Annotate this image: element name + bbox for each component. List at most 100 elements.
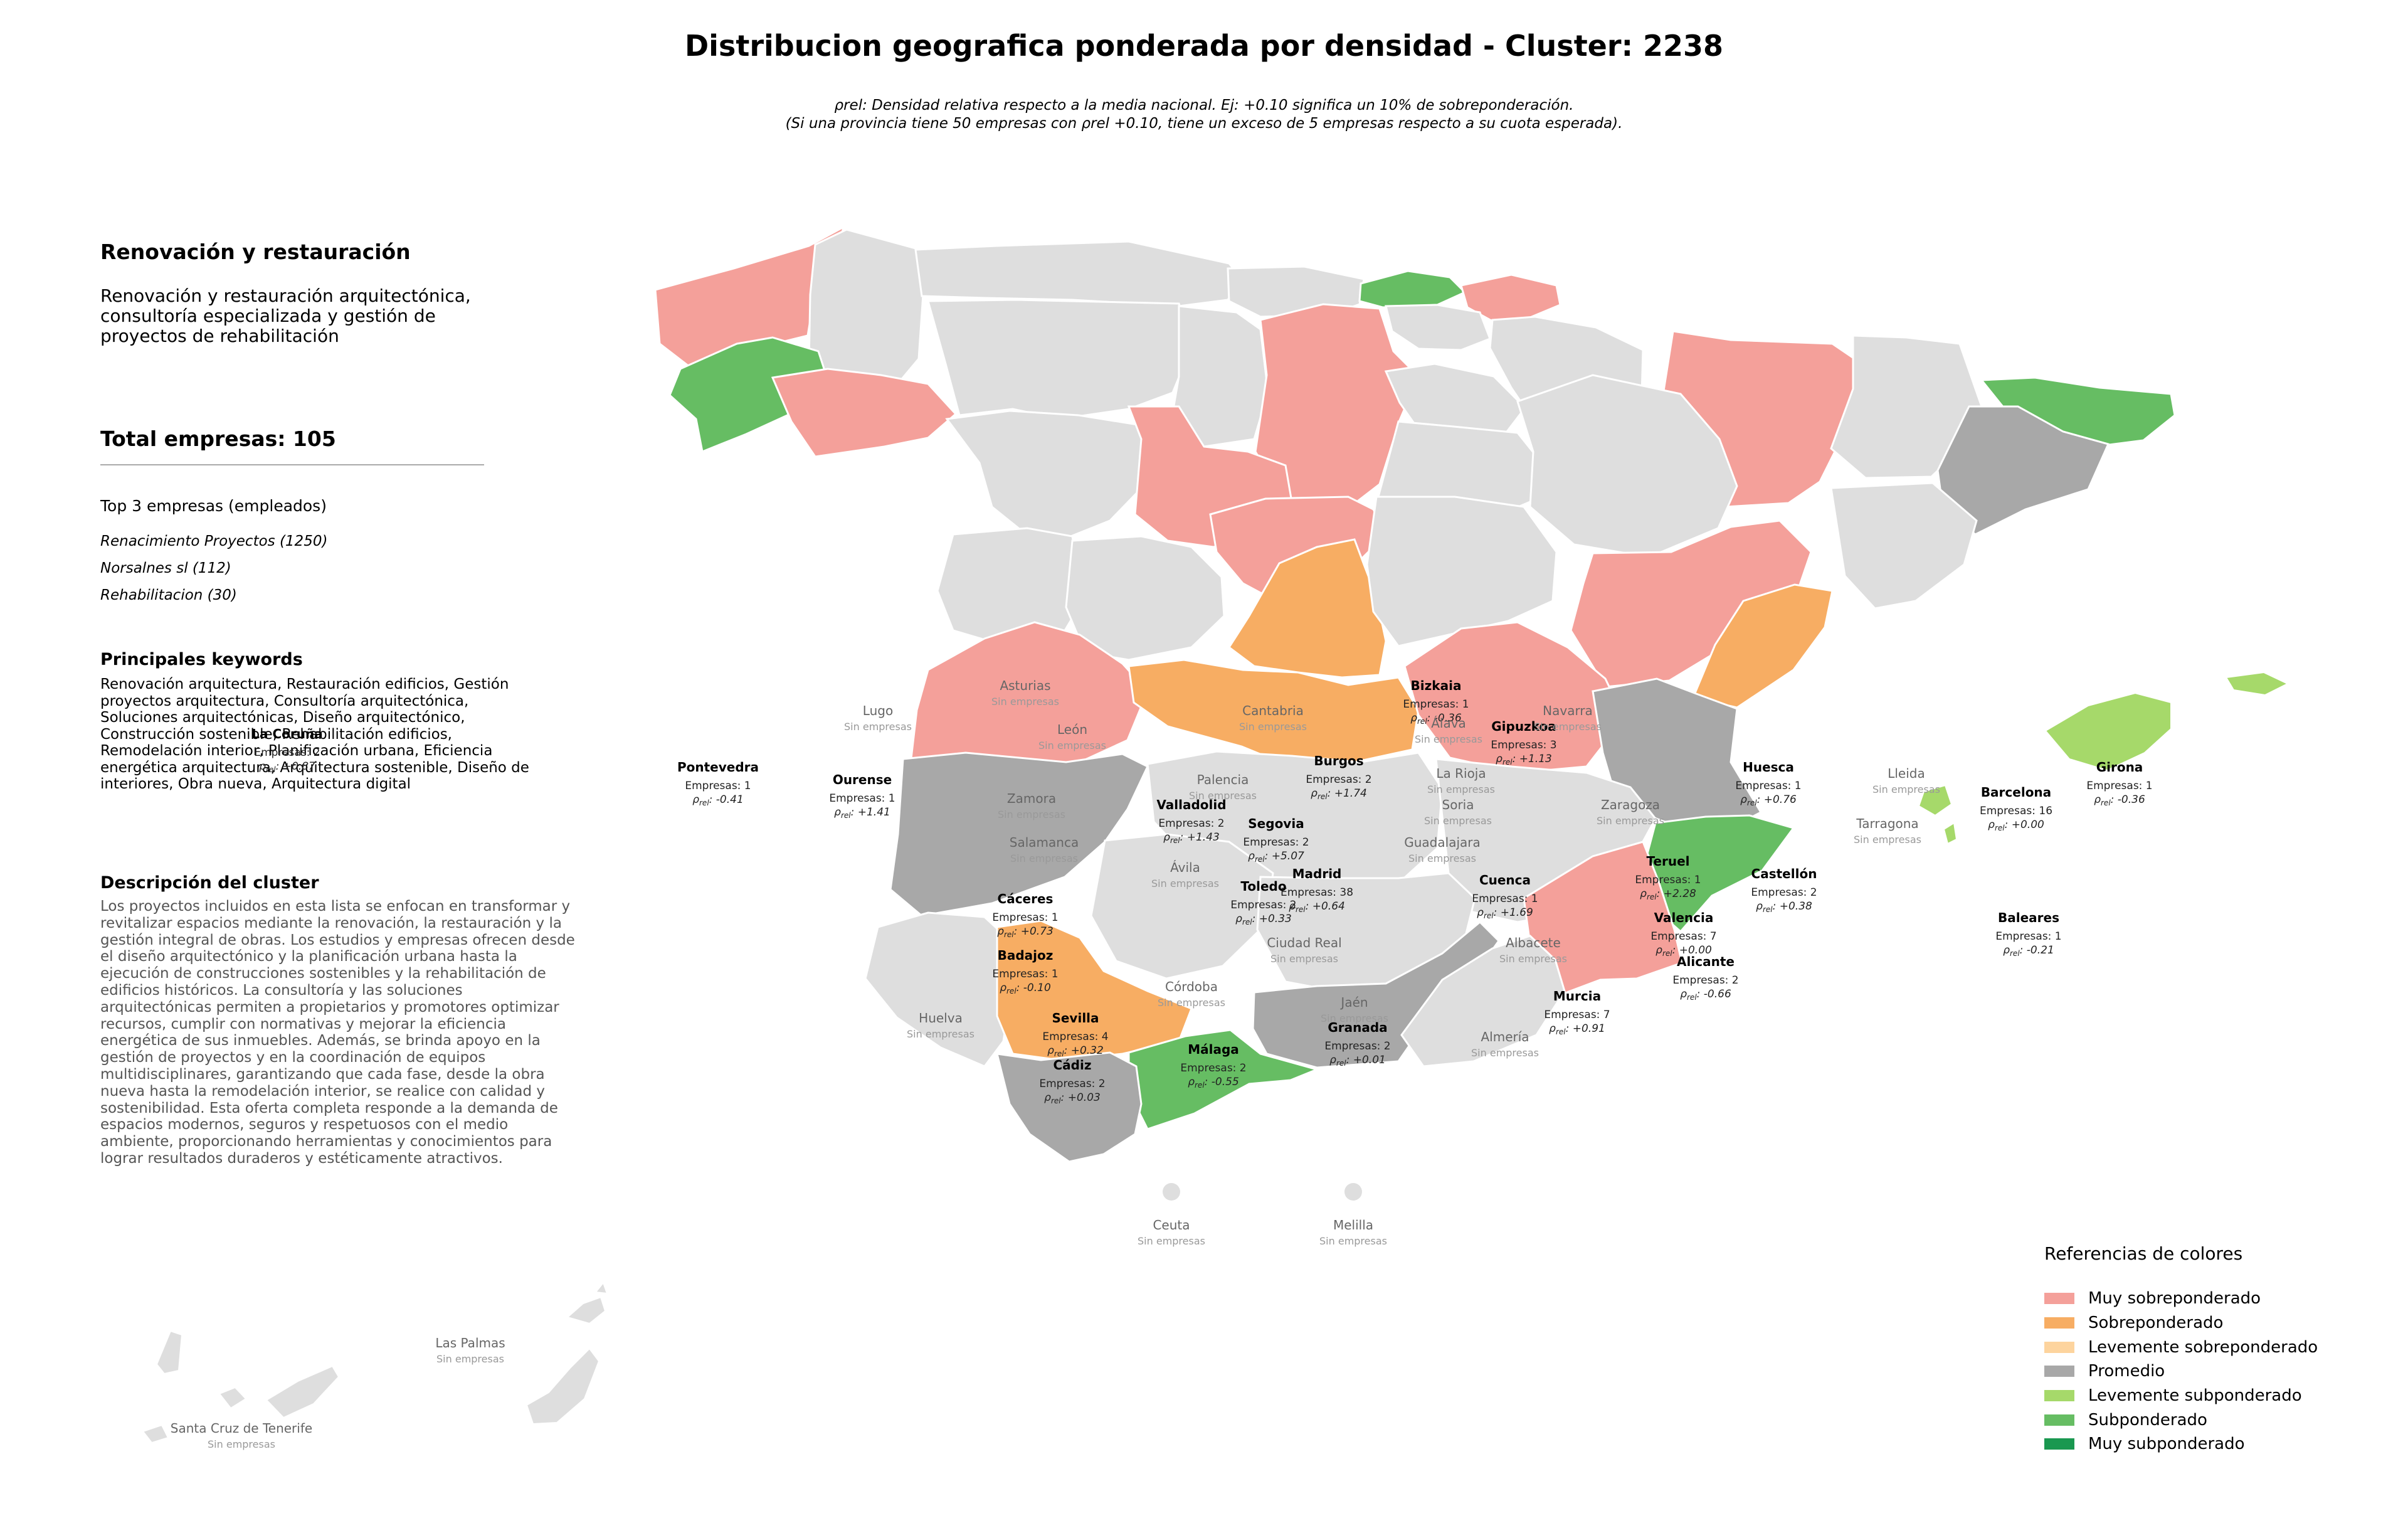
province-label-valladolid: Valladolid — [1156, 797, 1226, 812]
color-legend: Referencias de colores Muy sobreponderad… — [2044, 1243, 2318, 1456]
legend-label: Muy sobreponderado — [2088, 1289, 2261, 1308]
province-label-cordoba: Córdoba — [1165, 979, 1218, 994]
province-label-baleares: Baleares — [1998, 910, 2059, 925]
province-rho-murcia: ρrel: +0.91 — [1549, 1022, 1605, 1036]
province-rho-segovia: ρrel: +5.07 — [1248, 850, 1304, 864]
province-baleares[interactable] — [1943, 822, 1958, 845]
province-santa-cruz-de-tenerife[interactable] — [142, 1424, 169, 1444]
province-empresas-la-coruna: Empresas: 2 — [254, 746, 320, 759]
province-empresas-ourense: Empresas: 1 — [829, 792, 895, 805]
province-label-zaragoza: Zaragoza — [1601, 797, 1660, 812]
province-ceuta[interactable] — [1163, 1183, 1180, 1201]
province-label-toledo: Toledo — [1240, 879, 1286, 894]
province-label-lleida: Lleida — [1888, 766, 1925, 781]
province-las-palmas[interactable] — [525, 1347, 600, 1425]
cluster-short-description: Renovación y restauración arquitectónica… — [100, 285, 471, 346]
province-baleares[interactable] — [2044, 692, 2172, 772]
province-santa-cruz-de-tenerife[interactable] — [265, 1365, 340, 1419]
province-empresas-barcelona: Empresas: 16 — [1980, 805, 2052, 817]
province-label-cadiz: Cádiz — [1054, 1058, 1092, 1073]
province-label-granada: Granada — [1328, 1020, 1387, 1035]
map-subtitle: ρrel: Densidad relativa respecto a la me… — [0, 97, 2408, 133]
province-bizkaia[interactable] — [1358, 270, 1467, 309]
description-text: Los proyectos incluidos en esta lista se… — [100, 898, 575, 1167]
province-ourense[interactable] — [771, 368, 958, 458]
province-almeria[interactable] — [1400, 935, 1566, 1068]
legend-swatch — [2044, 1390, 2074, 1402]
province-empresas-alicante: Empresas: 2 — [1672, 974, 1738, 987]
province-cordoba[interactable] — [1090, 833, 1274, 980]
legend-item: Sobreponderado — [2044, 1311, 2318, 1335]
province-cadiz[interactable] — [996, 1051, 1143, 1163]
province-castellon[interactable] — [1691, 583, 1834, 709]
province-sevilla[interactable] — [996, 920, 1193, 1061]
province-santa-cruz-de-tenerife[interactable] — [218, 1386, 247, 1409]
province-avila[interactable] — [1065, 535, 1225, 661]
keywords-title: Principales keywords — [100, 650, 303, 669]
province-gipuzkoa[interactable] — [1460, 273, 1561, 322]
province-empresas-bizkaia: Empresas: 1 — [1403, 698, 1469, 711]
province-label-huesca: Huesca — [1743, 760, 1794, 775]
province-label-jaen: Jaén — [1339, 995, 1368, 1010]
province-sin-empresas-navarra: Sin empresas — [1534, 721, 1602, 733]
province-palencia[interactable] — [1170, 305, 1269, 448]
province-rho-alicante: ρrel: -0.66 — [1680, 988, 1731, 1002]
province-zamora[interactable] — [945, 410, 1149, 539]
province-salamanca[interactable] — [936, 527, 1085, 646]
province-sin-empresas-jaen: Sin empresas — [1321, 1012, 1388, 1024]
province-empresas-teruel: Empresas: 1 — [1635, 874, 1701, 886]
province-sin-empresas-alava: Sin empresas — [1415, 733, 1482, 745]
province-empresas-granada: Empresas: 2 — [1324, 1040, 1390, 1053]
province-sin-empresas-ceuta: Sin empresas — [1138, 1235, 1205, 1247]
province-sin-empresas-soria: Sin empresas — [1424, 815, 1492, 827]
province-malaga[interactable] — [1127, 1029, 1320, 1130]
province-label-lugo: Lugo — [863, 703, 893, 718]
province-empresas-cuenca: Empresas: 1 — [1472, 893, 1538, 905]
province-rho-granada: ρrel: +0.01 — [1329, 1054, 1386, 1068]
province-baleares[interactable] — [2225, 671, 2289, 696]
province-label-las-palmas: Las Palmas — [435, 1335, 505, 1350]
province-santa-cruz-de-tenerife[interactable] — [156, 1330, 183, 1375]
province-guadalajara[interactable] — [1366, 496, 1558, 647]
legend-label: Muy subponderado — [2088, 1435, 2245, 1454]
province-label-soria: Soria — [1442, 797, 1474, 812]
province-las-palmas[interactable] — [594, 1281, 608, 1295]
province-sin-empresas-santa-cruz-de-tenerife: Sin empresas — [208, 1438, 275, 1450]
province-madrid[interactable] — [1227, 538, 1387, 679]
province-label-sevilla: Sevilla — [1052, 1011, 1099, 1026]
province-sin-empresas-almeria: Sin empresas — [1471, 1047, 1539, 1059]
province-label-ciudad-real: Ciudad Real — [1267, 935, 1341, 950]
province-rho-caceres: ρrel: +0.73 — [997, 925, 1054, 939]
province-label-santa-cruz-de-tenerife: Santa Cruz de Tenerife — [171, 1421, 312, 1436]
province-tarragona[interactable] — [1830, 482, 1978, 610]
province-caceres[interactable] — [909, 621, 1149, 779]
top3-item: Norsalnes sl (112) — [100, 560, 231, 576]
province-las-palmas[interactable] — [566, 1296, 606, 1325]
province-burgos[interactable] — [1254, 303, 1420, 511]
province-label-gipuzkoa: Gipuzkoa — [1491, 719, 1556, 734]
legend-item: Levemente sobreponderado — [2044, 1335, 2318, 1359]
province-label-madrid: Madrid — [1292, 866, 1342, 881]
legend-item: Muy subponderado — [2044, 1432, 2318, 1456]
province-rho-teruel: ρrel: +2.28 — [1640, 888, 1696, 901]
province-empresas-baleares: Empresas: 1 — [1995, 930, 2061, 943]
province-empresas-caceres: Empresas: 1 — [992, 911, 1058, 924]
province-alava[interactable] — [1385, 304, 1491, 351]
province-rho-toledo: ρrel: +0.33 — [1235, 913, 1292, 926]
province-empresas-castellon: Empresas: 2 — [1751, 886, 1817, 899]
province-zaragoza[interactable] — [1516, 374, 1738, 558]
province-empresas-gipuzkoa: Empresas: 3 — [1491, 739, 1556, 751]
province-label-caceres: Cáceres — [998, 891, 1054, 906]
province-label-la-rioja: La Rioja — [1436, 766, 1486, 781]
province-toledo[interactable] — [1127, 659, 1420, 768]
province-huelva[interactable] — [864, 911, 1017, 1068]
province-melilla[interactable] — [1344, 1183, 1362, 1201]
province-leon[interactable] — [927, 299, 1194, 420]
province-label-melilla: Melilla — [1333, 1218, 1373, 1233]
province-label-alicante: Alicante — [1677, 954, 1735, 969]
province-rho-badajoz: ρrel: -0.10 — [1000, 982, 1051, 995]
province-label-almeria: Almería — [1481, 1029, 1529, 1044]
province-asturias[interactable] — [914, 240, 1243, 307]
province-empresas-valladolid: Empresas: 2 — [1158, 817, 1224, 830]
province-baleares[interactable] — [1918, 784, 1953, 817]
